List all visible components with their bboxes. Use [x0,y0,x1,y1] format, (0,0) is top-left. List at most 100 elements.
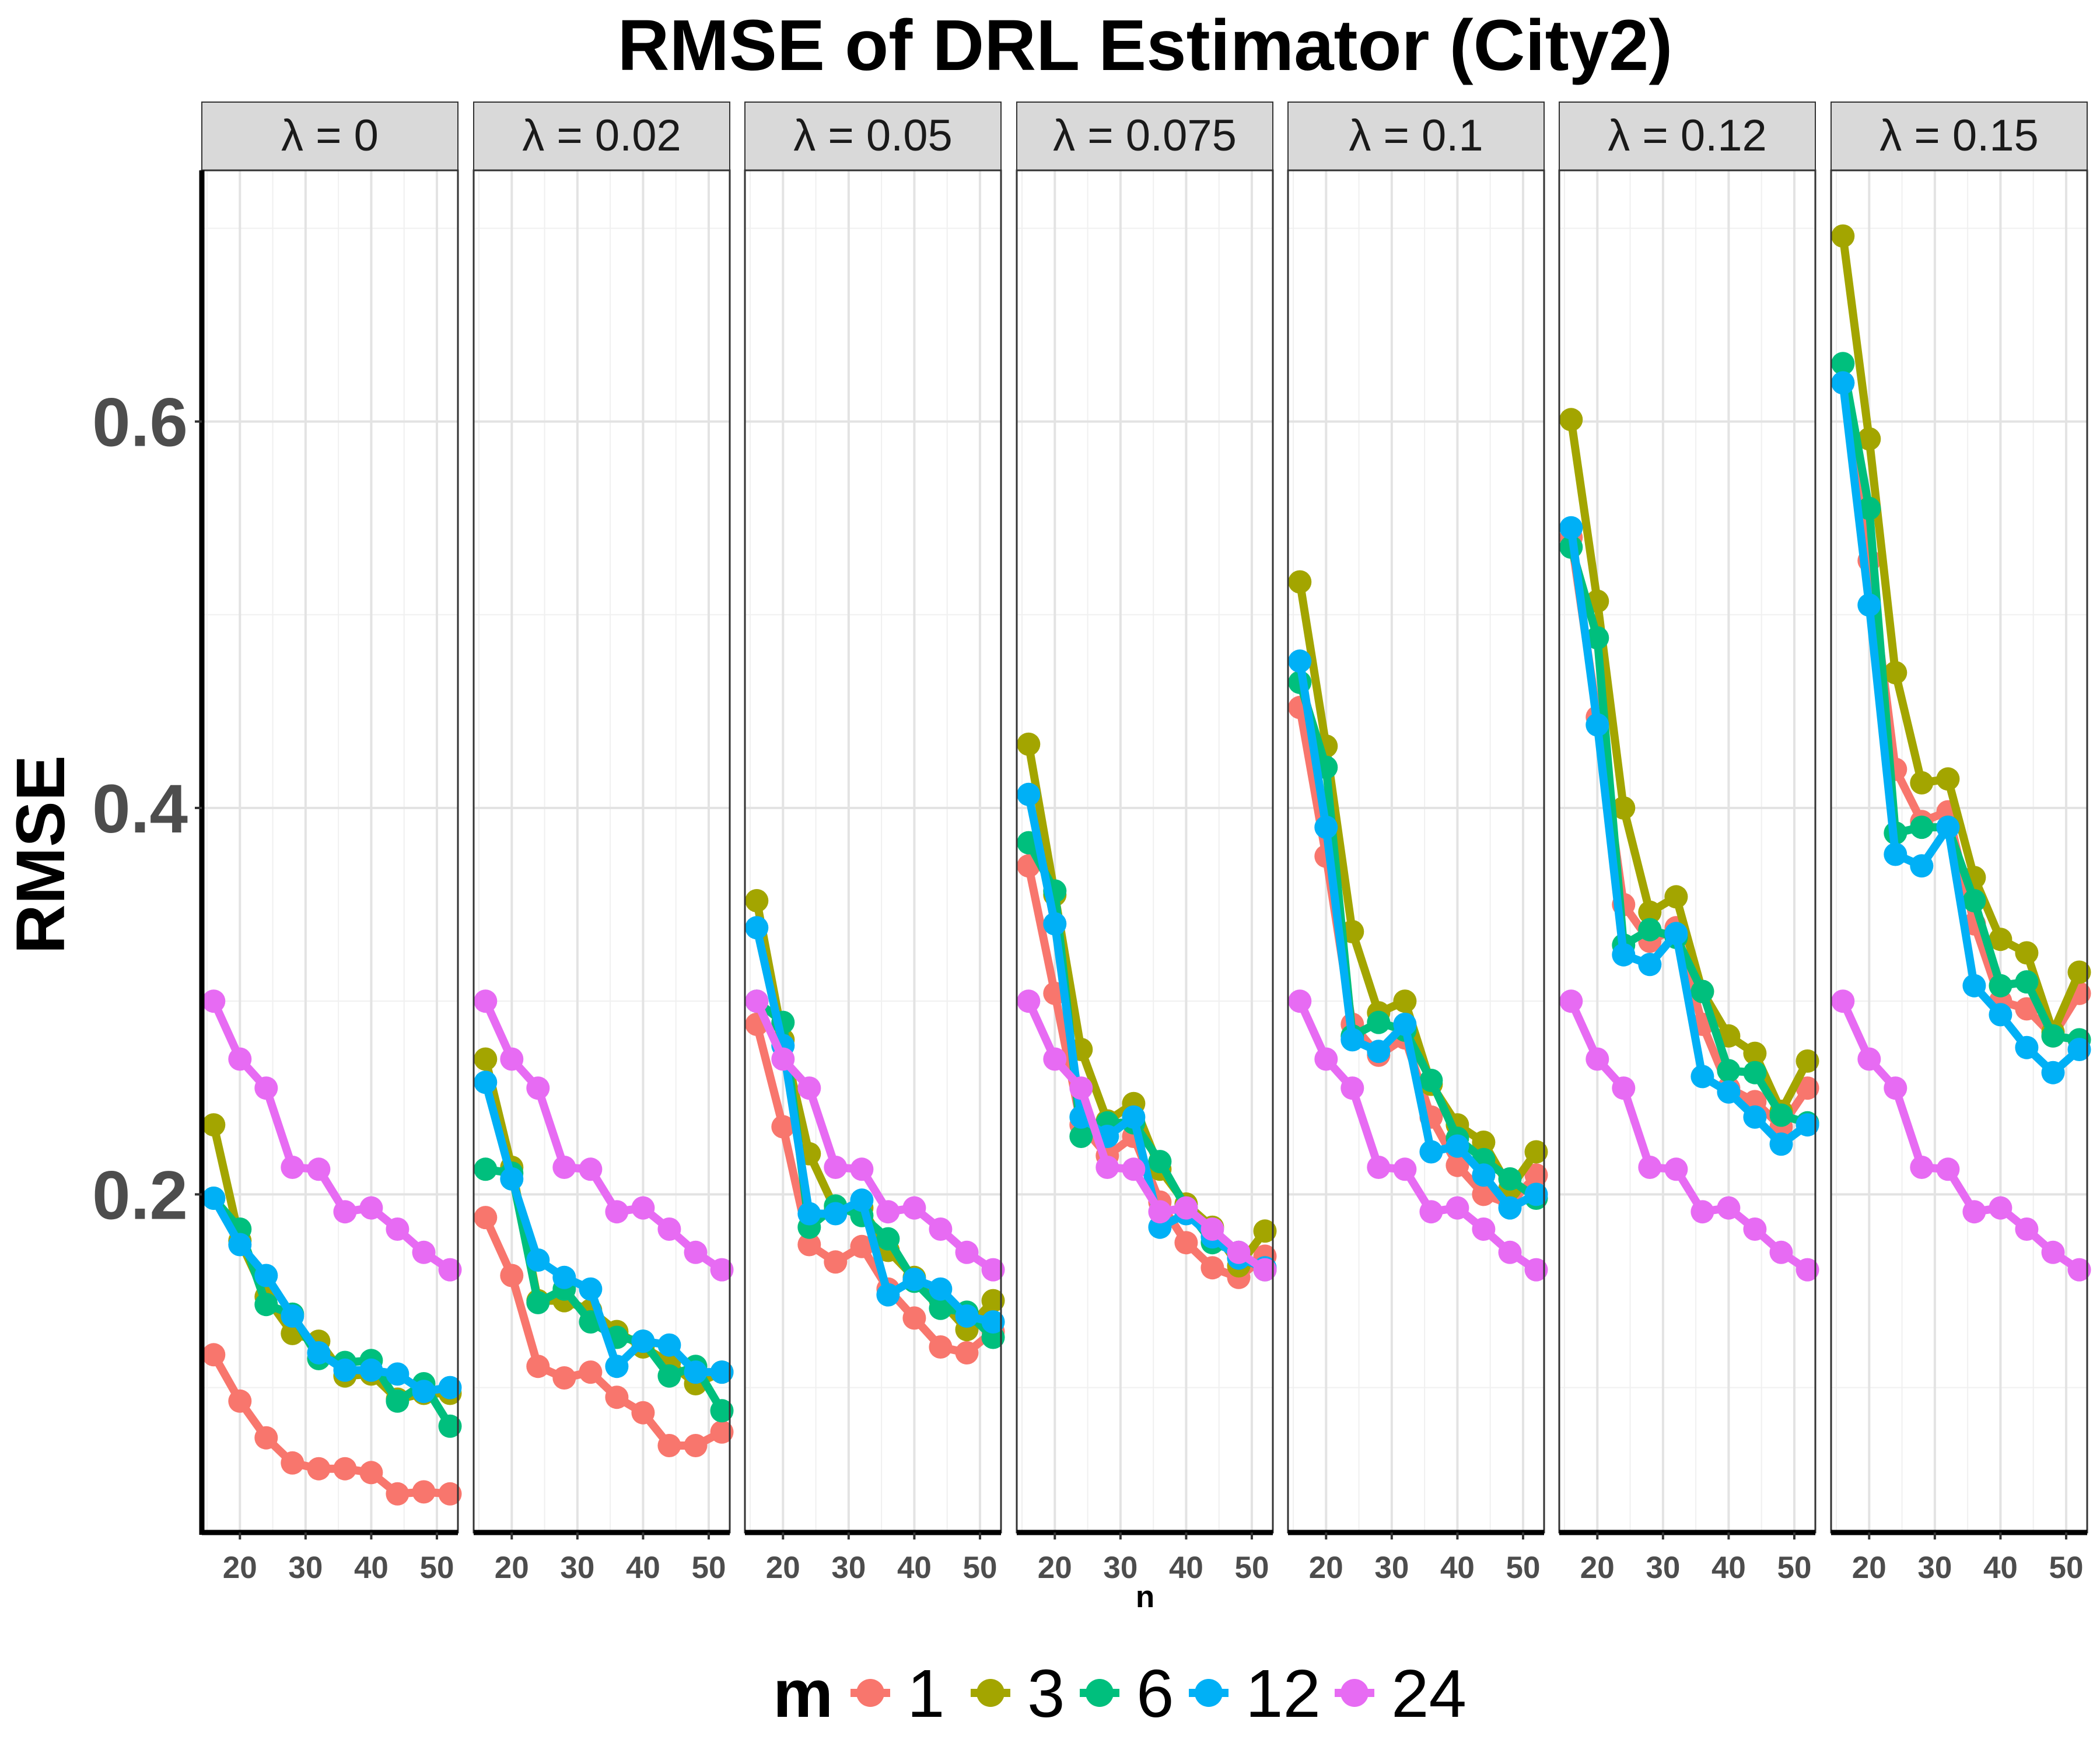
data-point-m12 [412,1380,436,1404]
x-tick-label: 30 [288,1551,323,1585]
data-point-m24 [1612,1076,1636,1100]
data-point-m12 [438,1376,462,1399]
data-point-m24 [1769,1240,1793,1264]
data-point-m24 [1989,1196,2013,1220]
data-point-m12 [657,1333,681,1357]
panel-strip [1287,102,1545,171]
x-tick-label: 20 [223,1551,257,1585]
data-point-m1 [850,1234,874,1258]
data-point-m1 [1174,1231,1198,1255]
data-point-m24 [1253,1258,1277,1282]
data-point-m3 [1857,427,1881,451]
legend: m 1 3 6 12 24 [773,1656,1466,1731]
data-point-m12 [981,1310,1005,1334]
data-point-m12 [1559,516,1583,540]
data-point-m1 [929,1335,953,1359]
data-point-m3 [2067,960,2091,984]
data-point-m12 [500,1167,524,1191]
data-point-m6 [2041,1024,2065,1048]
data-point-m12 [1962,974,1986,998]
data-point-m3 [1253,1219,1277,1243]
data-point-m24 [254,1076,278,1100]
x-tick-label: 40 [1983,1551,2018,1585]
data-point-m6 [1690,979,1714,1003]
data-point-m24 [631,1196,655,1220]
data-point-m12 [1288,649,1312,673]
data-point-m1 [438,1482,462,1506]
data-point-m12 [1446,1134,1469,1158]
data-point-m3 [1638,900,1662,924]
data-point-m24 [2015,1217,2039,1241]
series-line-m3 [1839,232,2084,1037]
data-point-m24 [1936,1157,1960,1181]
data-point-m1 [710,1420,734,1444]
data-point-m24 [412,1240,436,1264]
x-tick-label: 20 [766,1551,800,1585]
panel-6: λ = 0.15 20 30 40 50 [1830,102,2091,1585]
x-tick-label: 30 [560,1551,594,1585]
data-point-m12 [850,1188,874,1212]
data-point-m24 [333,1200,357,1224]
data-point-m6 [2015,970,2039,994]
x-tick-label: 40 [1440,1551,1475,1585]
data-point-m12 [1340,1028,1364,1052]
series-line-m3 [1567,415,1812,1115]
series-line-m24 [1024,997,1269,1274]
data-point-m1 [552,1366,576,1390]
data-point-m12 [1612,943,1636,967]
legend-item-m12: 12 [1189,1656,1321,1731]
x-tick-label: 30 [1103,1551,1138,1585]
panel-strip [1016,102,1273,171]
data-point-m12 [605,1355,629,1378]
data-point-m24 [955,1240,979,1264]
data-point-m6 [1367,1010,1391,1034]
data-point-m24 [1717,1196,1741,1220]
panel-background [202,170,458,1532]
x-tick-label: 50 [420,1551,454,1585]
panel-strip-label: λ = 0.12 [1608,111,1767,160]
data-point-m3 [1017,732,1041,756]
data-point-m24 [1559,989,1583,1013]
data-point-m3 [202,1113,226,1137]
data-point-m12 [1122,1105,1146,1129]
data-point-m1 [202,1343,226,1367]
data-point-m3 [1910,771,1934,795]
data-point-m12 [333,1358,357,1382]
data-point-m12 [1043,912,1067,936]
panel-0: λ = 0 20 30 40 50 [201,102,462,1585]
data-point-m24 [228,1047,252,1071]
panel-strip [201,102,459,171]
x-tick-label: 50 [1777,1551,1812,1585]
legend-label: 12 [1245,1656,1321,1731]
panel-strip-label: λ = 0.1 [1349,111,1483,160]
legend-key-point [1195,1679,1223,1707]
data-point-m12 [1690,1065,1714,1089]
data-point-m24 [797,1076,821,1100]
data-point-m6 [1962,889,1986,912]
data-point-m12 [254,1264,278,1287]
data-point-m12 [1936,816,1960,839]
data-point-m24 [1227,1240,1251,1264]
series-line-m24 [1567,997,1812,1274]
legend-label: 3 [1027,1656,1065,1731]
data-point-m12 [579,1277,603,1301]
data-point-m24 [1831,989,1855,1013]
data-point-m24 [605,1200,629,1224]
legend-key-point [1086,1679,1114,1707]
data-point-m24 [1524,1258,1548,1282]
data-point-m24 [1340,1076,1364,1100]
data-point-m24 [1314,1047,1338,1071]
data-point-m24 [579,1157,603,1181]
series-line-m1 [752,1020,998,1357]
series-line-m12 [752,923,998,1326]
panel-strip [1831,102,2088,171]
data-point-m6 [1910,816,1934,839]
x-tick-label: 30 [1374,1551,1409,1585]
series-line-m12 [1567,523,1812,1149]
data-point-m12 [359,1358,383,1382]
data-point-m1 [281,1451,304,1475]
data-point-m1 [386,1482,410,1506]
data-point-m24 [359,1196,383,1220]
legend-title: m [773,1656,833,1731]
